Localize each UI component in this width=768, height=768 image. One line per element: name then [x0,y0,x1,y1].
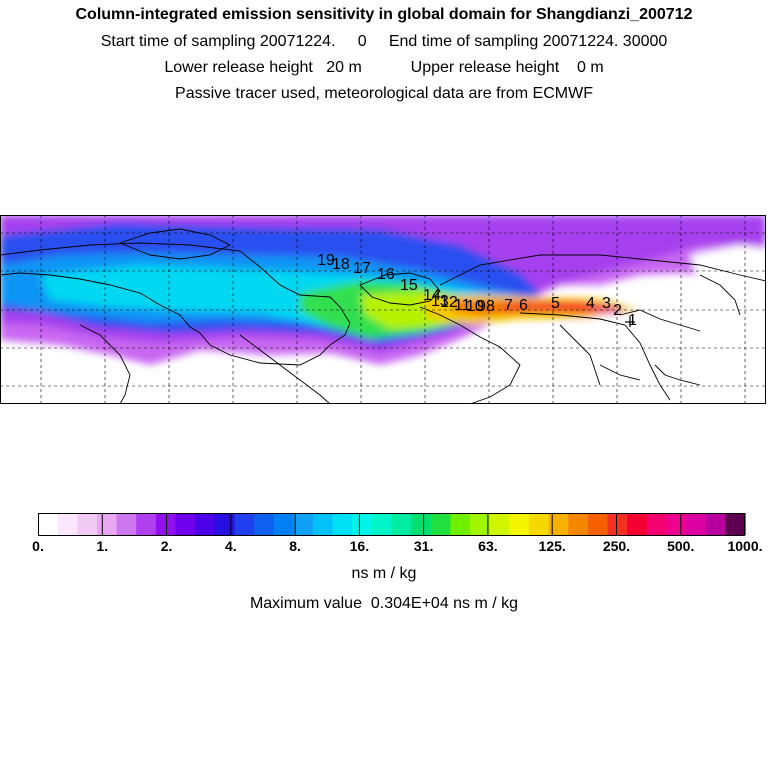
colorbar-cell [666,513,687,535]
trajectory-label: 10 [466,298,484,315]
emission-sensitivity-map: 1 2 3 4 5 6 7 8 9 10 11 12 13 14 15 16 1… [0,215,766,404]
colorbar-cell [430,513,452,535]
colorbar-tick: 16. [349,538,370,554]
trajectory-label: 14 [423,287,441,304]
trajectory-labels: 1 2 3 4 5 6 7 8 9 10 11 12 13 14 15 16 1… [317,252,637,329]
trajectory-label: 6 [519,297,528,314]
trajectory-label: 11 [454,297,471,314]
colorbar-cell [312,513,334,535]
sampling-time-line: Start time of sampling 20071224. 0 End t… [100,33,668,50]
maximum-value-text: Maximum value 0.304E+04 ns m / kg [249,595,519,612]
colorbar-cell [214,513,235,535]
colorbar-cell [627,513,648,535]
colorbar-cell [195,513,216,535]
colorbar-cell [371,513,393,535]
colorbar-tick: 0. [32,538,44,554]
trajectory-label: 15 [400,277,418,294]
colorbar-cell [587,513,609,535]
release-height-line: Lower release height 20 m Upper release … [164,59,604,76]
colorbar-tick: 500. [667,538,695,554]
trajectory-label: 18 [332,256,350,273]
colorbar-cell [509,513,530,535]
colorbar-cell [175,513,196,535]
colorbar-tick: 8. [289,538,301,554]
colorbar-tick: 31. [413,538,434,554]
trajectory-label: 13 [431,293,449,310]
trajectory-label: 5 [551,295,560,312]
colorbar-cell [686,513,707,535]
colorbar [38,513,746,536]
trajectory-label: 4 [586,295,595,312]
colorbar-cell [293,513,314,535]
receptor-marker [625,317,635,327]
colorbar-tick: 250. [602,538,631,554]
colorbar-tick: 1000. [727,538,763,554]
colorbar-cell [607,513,628,535]
colorbar-cell [136,513,157,535]
trajectory-label: 9 [477,298,486,315]
colorbar-cell [725,513,746,535]
colorbar-cell [234,513,255,535]
trajectory-label: 16 [377,266,395,283]
colorbar-cell [450,513,471,535]
sensitivity-field [0,215,766,404]
trajectory-label: 2 [613,302,622,319]
colorbar-cell [96,513,118,535]
colorbar-cell [77,513,98,535]
colorbar-cell [38,513,59,535]
colorbar-cell [705,513,726,535]
trajectory-label: 7 [504,297,513,314]
trajectory-label: 19 [317,252,335,269]
trajectory-label: 12 [440,294,458,311]
colorbar-tick: 125. [538,538,566,554]
trajectory-label: 1 [628,312,637,329]
colorbar-cell [57,513,78,535]
colorbar-cell [548,513,569,535]
colorbar-cell [646,513,668,535]
graticule [0,215,766,404]
colorbar-tick: 4. [224,538,237,554]
colorbar-cell [273,513,294,535]
trajectory-label: 8 [486,298,495,315]
trajectory-label: 17 [353,260,371,277]
colorbar-tick: 2. [160,538,173,554]
colorbar-tick: 1. [96,538,109,554]
colorbar-tick: 63. [478,538,498,554]
colorbar-cell [391,513,412,535]
colorbar-cell [116,513,137,535]
colorbar-cell [528,513,550,535]
colorbar-cell [155,513,177,535]
colorbar-cell [411,513,432,535]
tracer-info-line: Passive tracer used, meteorological data… [175,85,593,102]
plot-title: Column-integrated emission sensitivity i… [75,6,693,23]
colorbar-cell [254,513,275,535]
coastlines [0,228,766,404]
colorbar-cell [332,513,353,535]
trajectory-label: 3 [602,295,611,312]
colorbar-cell [470,513,491,535]
colorbar-unit: ns m / kg [351,565,417,582]
colorbar-cell [489,513,510,535]
colorbar-tick-labels: 0. 1. 2. 4. 8. 16. 31. 63. 125. 250. 500… [0,538,768,558]
colorbar-cell [352,513,373,535]
colorbar-cell [568,513,589,535]
